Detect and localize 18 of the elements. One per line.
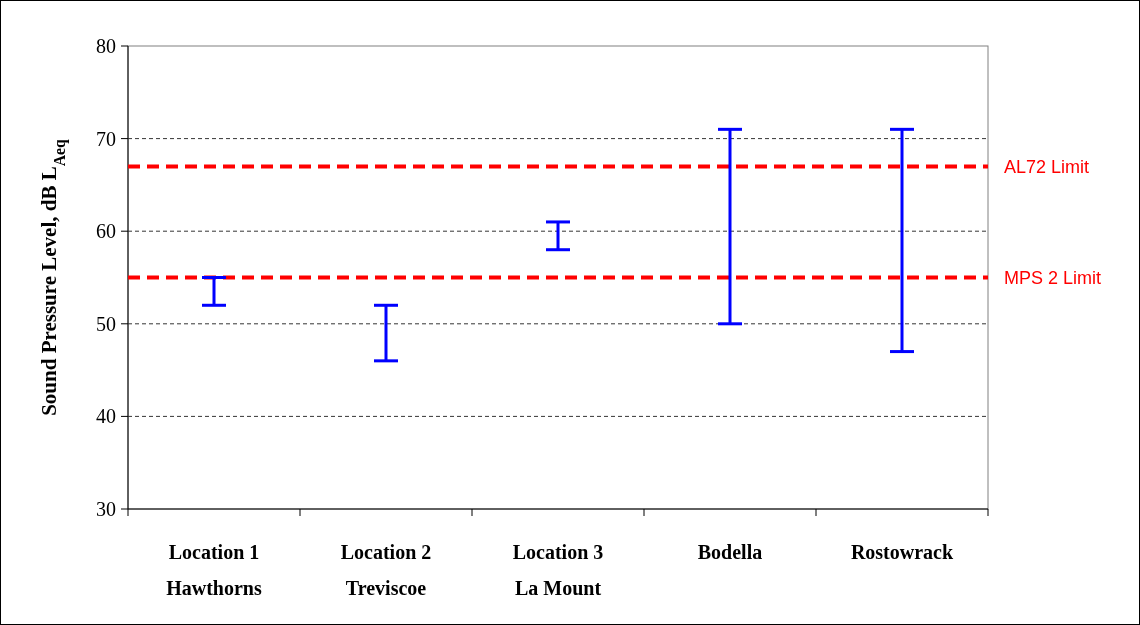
x-tick-label: Rostowrack: [850, 541, 954, 563]
y-tick-label: 40: [96, 405, 116, 428]
bar: [212, 277, 216, 306]
bar: [728, 129, 732, 324]
x-tick-label: Bodella: [697, 541, 763, 563]
bar: [384, 305, 388, 361]
ref-line-label: MPS 2 Limit: [1004, 267, 1102, 288]
y-tick-label: 70: [96, 127, 116, 150]
y-tick-label: 30: [96, 498, 116, 520]
y-tick-label: 80: [96, 35, 116, 57]
y-tick-label: 50: [96, 312, 116, 335]
bar: [556, 221, 560, 250]
x-tick-label: Location 2 Treviscoe: [340, 541, 432, 599]
x-tick-label: Location 3 La Mount: [512, 541, 604, 599]
y-tick-label: 60: [96, 220, 116, 243]
bar: [900, 129, 904, 352]
x-tick-label: Location 1 Hawthorns: [166, 541, 262, 599]
ref-line-label: AL72 Limit: [1004, 156, 1090, 177]
